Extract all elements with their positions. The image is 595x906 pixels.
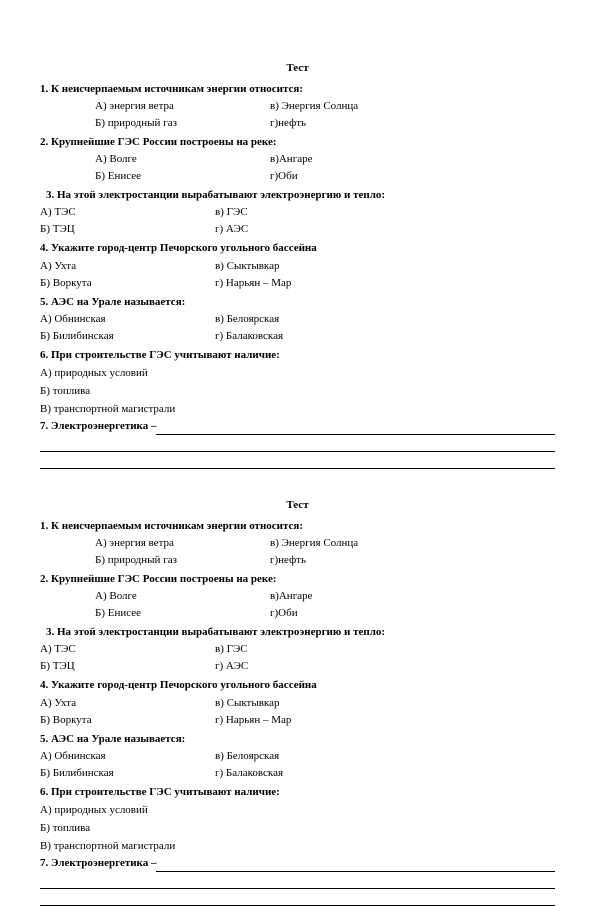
option-row: Б) Воркутаг) Нарьян – Мар <box>40 275 555 292</box>
option-left: А) Волге <box>95 151 270 168</box>
option-left: Б) ТЭЦ <box>40 658 215 675</box>
option-right: в) Энергия Солнца <box>270 535 555 552</box>
option-row: А) Волгев)Ангаре <box>40 151 555 168</box>
option-row: Б) Енисеег)Оби <box>40 605 555 622</box>
option-left: Б) Енисее <box>95 605 270 622</box>
test-title: Тест <box>40 497 555 514</box>
test-block: Тест 1. К неисчерпаемым источникам энерги… <box>40 60 555 469</box>
option-single: В) транспортной магистрали <box>40 838 555 855</box>
question-prompt: 7. Электроэнергетика – <box>40 855 156 872</box>
blank-line <box>156 425 555 435</box>
option-left: Б) природный газ <box>95 552 270 569</box>
option-right: г) Балаковская <box>215 328 555 345</box>
question-prompt: 5. АЭС на Урале называется: <box>40 731 555 748</box>
question-prompt: 6. При строительстве ГЭС учитывают налич… <box>40 784 555 801</box>
option-left: Б) Воркута <box>40 712 215 729</box>
option-right: в)Ангаре <box>270 151 555 168</box>
option-row: Б) Билибинскаяг) Балаковская <box>40 765 555 782</box>
question-prompt: 5. АЭС на Урале называется: <box>40 294 555 311</box>
option-right: в) Белоярская <box>215 311 555 328</box>
option-left: А) Волге <box>95 588 270 605</box>
option-left: Б) Билибинская <box>40 328 215 345</box>
question-fill: 7. Электроэнергетика – <box>40 855 555 872</box>
option-left: А) ТЭС <box>40 204 215 221</box>
blank-line <box>40 440 555 452</box>
option-row: А) ТЭСв) ГЭС <box>40 204 555 221</box>
option-right: г) АЭС <box>215 658 555 675</box>
option-row: А) энергия ветрав) Энергия Солнца <box>40 98 555 115</box>
option-single: В) транспортной магистрали <box>40 401 555 418</box>
blank-line <box>40 894 555 906</box>
option-row: Б) Енисеег)Оби <box>40 168 555 185</box>
option-right: в) Сыктывкар <box>215 258 555 275</box>
option-row: Б) природный газг)нефть <box>40 115 555 132</box>
question-prompt: 1. К неисчерпаемым источникам энергии от… <box>40 518 555 535</box>
option-row: А) Ухтав) Сыктывкар <box>40 695 555 712</box>
option-left: А) Ухта <box>40 258 215 275</box>
option-row: Б) ТЭЦг) АЭС <box>40 658 555 675</box>
option-row: А) Обнинскаяв) Белоярская <box>40 748 555 765</box>
option-left: А) энергия ветра <box>95 98 270 115</box>
option-right: в) Белоярская <box>215 748 555 765</box>
option-row: А) Волгев)Ангаре <box>40 588 555 605</box>
option-right: г)Оби <box>270 605 555 622</box>
option-left: А) энергия ветра <box>95 535 270 552</box>
question-fill: 7. Электроэнергетика – <box>40 418 555 435</box>
option-left: Б) ТЭЦ <box>40 221 215 238</box>
test-title: Тест <box>40 60 555 77</box>
blank-line <box>40 457 555 469</box>
option-right: г) Нарьян – Мар <box>215 275 555 292</box>
test-block: Тест 1. К неисчерпаемым источникам энерги… <box>40 497 555 906</box>
question-prompt: 7. Электроэнергетика – <box>40 418 156 435</box>
option-row: Б) Билибинскаяг) Балаковская <box>40 328 555 345</box>
blank-line <box>156 862 555 872</box>
option-row: Б) ТЭЦг) АЭС <box>40 221 555 238</box>
option-right: г)нефть <box>270 552 555 569</box>
option-right: г)Оби <box>270 168 555 185</box>
question-prompt: 4. Укажите город-центр Печорского угольн… <box>40 677 555 694</box>
option-left: Б) Енисее <box>95 168 270 185</box>
option-single: Б) топлива <box>40 820 555 837</box>
option-row: А) Ухтав) Сыктывкар <box>40 258 555 275</box>
option-left: А) Ухта <box>40 695 215 712</box>
option-row: Б) природный газг)нефть <box>40 552 555 569</box>
option-right: в)Ангаре <box>270 588 555 605</box>
option-row: А) Обнинскаяв) Белоярская <box>40 311 555 328</box>
option-right: г) АЭС <box>215 221 555 238</box>
option-right: в) Сыктывкар <box>215 695 555 712</box>
option-right: в) ГЭС <box>215 641 555 658</box>
option-right: г)нефть <box>270 115 555 132</box>
option-left: А) Обнинская <box>40 748 215 765</box>
question-prompt: 6. При строительстве ГЭС учитывают налич… <box>40 347 555 364</box>
option-row: А) ТЭСв) ГЭС <box>40 641 555 658</box>
option-left: Б) Билибинская <box>40 765 215 782</box>
question-prompt: 1. К неисчерпаемым источникам энергии от… <box>40 81 555 98</box>
question-prompt: 2. Крупнейшие ГЭС России построены на ре… <box>40 134 555 151</box>
option-right: г) Нарьян – Мар <box>215 712 555 729</box>
option-row: Б) Воркутаг) Нарьян – Мар <box>40 712 555 729</box>
option-single: А) природных условий <box>40 365 555 382</box>
option-right: в) Энергия Солнца <box>270 98 555 115</box>
option-right: г) Балаковская <box>215 765 555 782</box>
option-single: Б) топлива <box>40 383 555 400</box>
question-prompt: 3. На этой электростанции вырабатывают э… <box>40 624 555 641</box>
blank-line <box>40 877 555 889</box>
option-left: А) ТЭС <box>40 641 215 658</box>
option-right: в) ГЭС <box>215 204 555 221</box>
question-prompt: 4. Укажите город-центр Печорского угольн… <box>40 240 555 257</box>
option-left: Б) Воркута <box>40 275 215 292</box>
option-row: А) энергия ветрав) Энергия Солнца <box>40 535 555 552</box>
option-single: А) природных условий <box>40 802 555 819</box>
option-left: Б) природный газ <box>95 115 270 132</box>
question-prompt: 3. На этой электростанции вырабатывают э… <box>40 187 555 204</box>
question-prompt: 2. Крупнейшие ГЭС России построены на ре… <box>40 571 555 588</box>
option-left: А) Обнинская <box>40 311 215 328</box>
